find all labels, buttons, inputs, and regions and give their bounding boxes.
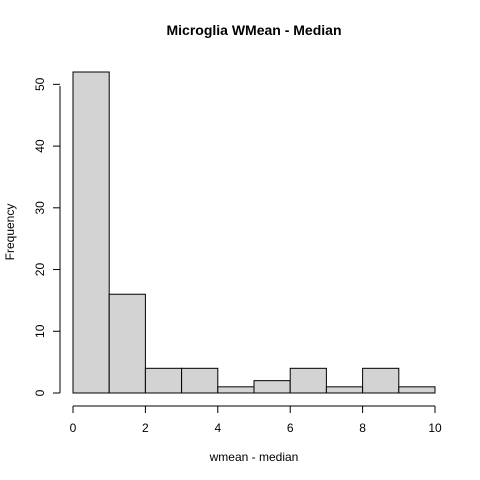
- y-axis: 0 10 20 30 40 50: [33, 77, 61, 396]
- x-tick-label-4: 8: [359, 421, 366, 435]
- x-tick-label-1: 2: [142, 421, 149, 435]
- x-tick-label-3: 6: [287, 421, 294, 435]
- y-axis-label: Frequency: [3, 204, 17, 261]
- histogram-bar-2: [144, 367, 183, 394]
- histogram-bars: [72, 71, 436, 394]
- histogram-bar-3: [181, 367, 219, 394]
- histogram-bar-4: [217, 386, 255, 394]
- y-tick-label-5: 50: [33, 77, 47, 91]
- histogram-bar-5: [253, 380, 291, 394]
- histogram-bar-7: [325, 386, 364, 394]
- histogram-bar-9: [398, 386, 436, 394]
- y-tick-label-0: 0: [33, 389, 47, 396]
- y-tick-label-3: 30: [33, 201, 47, 215]
- histogram-bar-8: [362, 367, 400, 394]
- x-axis-label: wmean - median: [209, 450, 299, 464]
- chart-title: Microglia WMean - Median: [166, 22, 341, 38]
- x-tick-label-2: 4: [214, 421, 221, 435]
- y-tick-label-4: 40: [33, 139, 47, 153]
- y-tick-label-1: 10: [33, 324, 47, 338]
- histogram-bar-1: [108, 293, 146, 394]
- histogram-bar-6: [289, 367, 327, 394]
- histogram-bar-0: [72, 71, 110, 394]
- x-tick-label-5: 10: [428, 421, 442, 435]
- x-axis: 0 2 4 6 8 10: [70, 405, 442, 435]
- y-tick-label-2: 20: [33, 263, 47, 277]
- x-tick-label-0: 0: [70, 421, 77, 435]
